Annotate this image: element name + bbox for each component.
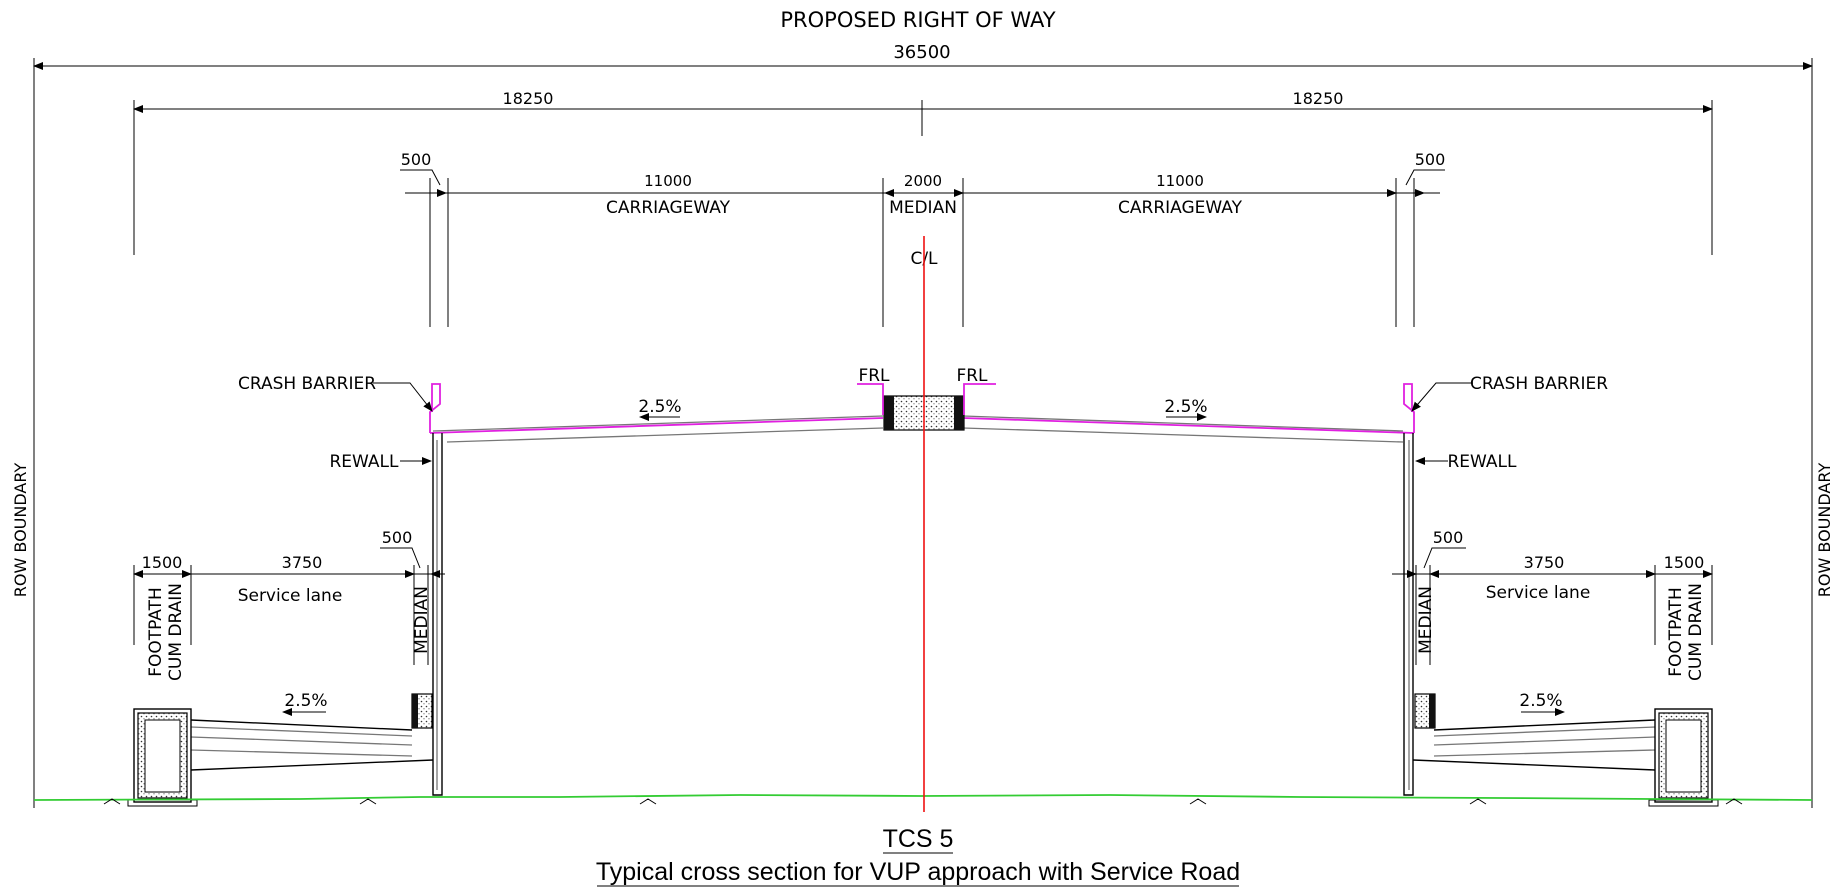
header-label: PROPOSED RIGHT OF WAY <box>780 8 1055 32</box>
crash-barrier-right <box>1403 383 1415 433</box>
service-median-width-left: 500 <box>382 528 413 547</box>
carriageway-width-left: 11000 <box>644 172 692 190</box>
footpath-label-l1-right: FOOTPATH <box>1666 587 1686 677</box>
total-width-dimension: 36500 <box>893 42 950 63</box>
rewall-left <box>432 433 443 796</box>
camber-service-right: 2.5% <box>1519 691 1562 711</box>
carriageway-width-right: 11000 <box>1156 172 1204 190</box>
half-width-left: 18250 <box>503 89 554 108</box>
footpath-label-l1-left: FOOTPATH <box>146 587 166 677</box>
crash-barrier-left <box>429 383 441 433</box>
median-width: 2000 <box>904 172 942 190</box>
pavement-outline-right <box>962 417 1415 434</box>
service-lane-label-right: Service lane <box>1486 583 1591 603</box>
service-median-label-right: MEDIAN <box>1416 586 1436 654</box>
camber-service-left: 2.5% <box>284 691 327 711</box>
rewall-label-right: REWALL <box>1447 452 1517 472</box>
footpath-label-l2-right: CUM DRAIN <box>1686 583 1706 681</box>
service-lane-width-left: 3750 <box>282 553 323 572</box>
deck-left <box>432 415 884 432</box>
rewall-right <box>1403 433 1414 796</box>
barrier-offset-right: 500 <box>1415 150 1446 169</box>
rewall-label-left: REWALL <box>329 452 399 472</box>
service-median-label-left: MEDIAN <box>412 586 432 654</box>
frl-label-left: FRL <box>858 366 890 386</box>
footpath-label-l2-left: CUM DRAIN <box>166 583 186 681</box>
crash-barrier-label-left: CRASH BARRIER <box>238 374 376 394</box>
service-lane-label-left: Service lane <box>238 586 343 606</box>
footpath-width-left: 1500 <box>142 553 183 572</box>
ground-line <box>33 794 1813 801</box>
half-width-right: 18250 <box>1293 89 1344 108</box>
service-road-left <box>190 719 413 731</box>
service-lane-width-right: 3750 <box>1524 553 1565 572</box>
drain-left <box>133 708 192 803</box>
footpath-width-right: 1500 <box>1664 553 1705 572</box>
title-text: Typical cross section for VUP approach w… <box>596 858 1240 886</box>
service-median-width-right: 500 <box>1433 528 1464 547</box>
median-label: MEDIAN <box>889 198 957 218</box>
crash-barrier-label-right: CRASH BARRIER <box>1470 374 1608 394</box>
carriageway-label-left: CARRIAGEWAY <box>606 198 731 218</box>
frl-label-right: FRL <box>956 366 988 386</box>
ground-markers <box>103 798 1743 805</box>
pavement-outline-left <box>429 417 884 434</box>
carriageway-label-right: CARRIAGEWAY <box>1118 198 1243 218</box>
service-road-right <box>1433 719 1656 731</box>
row-boundary-left: ROW BOUNDARY <box>11 463 30 598</box>
camber-main-right: 2.5% <box>1164 397 1207 417</box>
camber-main-left: 2.5% <box>638 397 681 417</box>
drain-right <box>1654 708 1713 803</box>
barrier-offset-left: 500 <box>401 150 432 169</box>
row-boundary-right: ROW BOUNDARY <box>1815 463 1834 598</box>
title-code: TCS 5 <box>883 825 954 853</box>
